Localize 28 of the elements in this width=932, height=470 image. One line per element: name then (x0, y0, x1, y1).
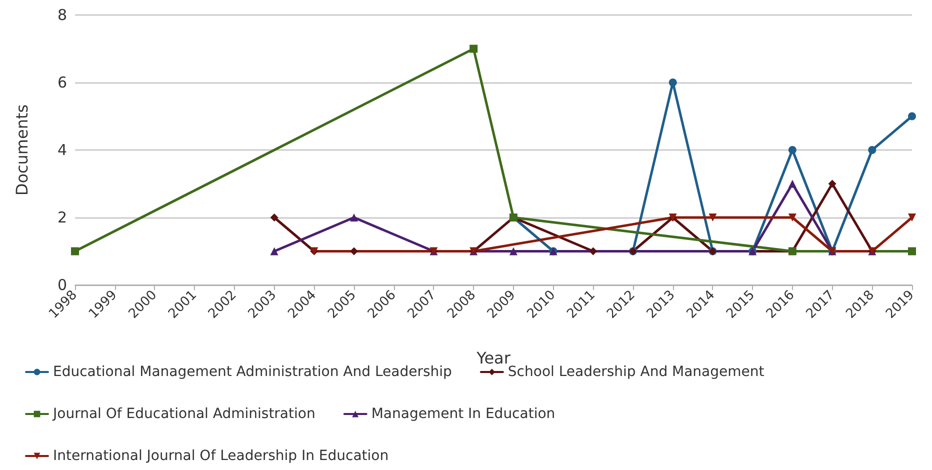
point (788, 214, 796, 222)
point (350, 214, 358, 222)
legend-label: Educational Management Administration And Leadership (53, 364, 452, 380)
point (71, 247, 79, 256)
y-axis-title: Documents (12, 104, 32, 196)
y-tick-label: 4 (57, 141, 67, 159)
point (788, 180, 796, 188)
legend-label: International Journal Of Leadership In Education (53, 448, 389, 464)
point (908, 112, 916, 120)
point (788, 146, 796, 154)
point (589, 247, 598, 256)
point (470, 44, 478, 53)
y-tick-label: 6 (57, 74, 67, 92)
point (350, 247, 358, 256)
legend-label: Management In Education (371, 406, 556, 422)
point (668, 78, 677, 86)
point (708, 214, 717, 222)
point (509, 247, 518, 256)
point (828, 180, 836, 188)
legend-label: Journal Of Educational Administration (52, 406, 316, 422)
point (270, 247, 278, 256)
point (908, 214, 916, 222)
y-tick-label: 2 (57, 208, 67, 226)
y-tick-label: 8 (57, 6, 67, 24)
y-tick-label: 0 (57, 276, 67, 294)
point (270, 214, 278, 222)
point (908, 247, 916, 256)
point (868, 146, 876, 154)
